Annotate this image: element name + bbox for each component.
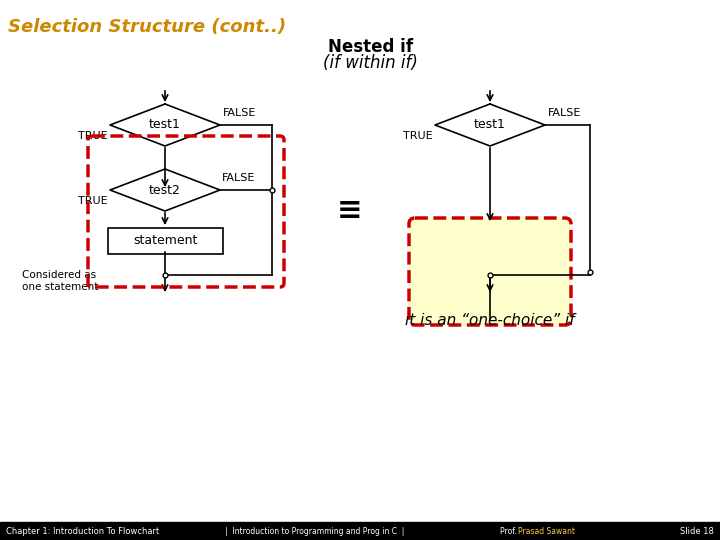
- Bar: [0, 522, 720, 540]
- Text: Prof.: Prof.: [500, 526, 519, 536]
- Text: ≡: ≡: [337, 195, 363, 225]
- Text: test2: test2: [149, 184, 181, 197]
- Text: Chapter 1: Introduction To Flowchart: Chapter 1: Introduction To Flowchart: [6, 526, 159, 536]
- FancyBboxPatch shape: [409, 218, 571, 325]
- Text: it is an “one-choice” if: it is an “one-choice” if: [405, 313, 575, 328]
- Text: statement: statement: [132, 233, 197, 246]
- FancyBboxPatch shape: [107, 228, 222, 254]
- Text: Nested if: Nested if: [328, 38, 413, 56]
- Text: TRUE: TRUE: [78, 131, 107, 141]
- Text: Selection Structure (cont..): Selection Structure (cont..): [8, 18, 286, 36]
- Text: Considered as
one statement: Considered as one statement: [22, 270, 99, 292]
- Text: TRUE: TRUE: [403, 131, 433, 141]
- Text: Slide 18: Slide 18: [680, 526, 714, 536]
- Text: TRUE: TRUE: [78, 196, 107, 206]
- Text: test1: test1: [474, 118, 506, 132]
- Text: FALSE: FALSE: [548, 108, 581, 118]
- Text: (if within if): (if within if): [323, 54, 418, 72]
- Text: test1: test1: [149, 118, 181, 132]
- Text: |  Introduction to Programming and Prog in C  |: | Introduction to Programming and Prog i…: [225, 526, 405, 536]
- Text: FALSE: FALSE: [222, 173, 256, 183]
- Text: FALSE: FALSE: [223, 108, 256, 118]
- Text: Prasad Sawant: Prasad Sawant: [518, 526, 575, 536]
